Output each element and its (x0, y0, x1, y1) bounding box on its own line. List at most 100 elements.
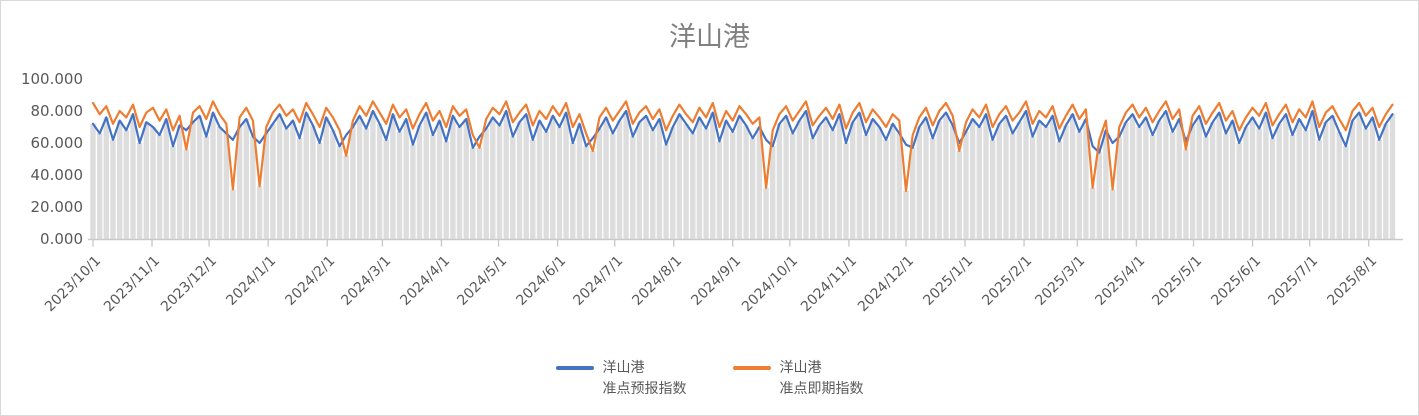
background-bar (1349, 120, 1356, 239)
background-bar (1336, 131, 1342, 239)
background-bar (256, 186, 263, 239)
background-bar (730, 131, 736, 239)
background-bar (903, 191, 909, 239)
background-bar (496, 125, 503, 239)
background-bar (976, 127, 982, 239)
background-bar (470, 147, 476, 239)
background-bar (1103, 130, 1109, 239)
background-bar (216, 127, 223, 239)
background-bar (483, 128, 489, 239)
background-bar (223, 133, 229, 239)
background-bar (1263, 112, 1269, 239)
legend-forecast-line1: 洋山港 (602, 360, 645, 377)
background-bar (1089, 187, 1096, 239)
background-bar (196, 115, 203, 239)
background-bar (450, 115, 456, 239)
background-bar (403, 119, 409, 239)
background-bar (236, 127, 243, 239)
background-bar (636, 122, 643, 239)
background-bar (623, 111, 629, 239)
background-bar (230, 189, 236, 239)
background-bar (143, 122, 149, 239)
background-bar (1056, 141, 1062, 239)
background-bar (130, 114, 136, 239)
y-axis-label: 40.000 (30, 166, 84, 184)
background-bar (630, 136, 636, 239)
background-bar (190, 122, 196, 239)
background-bar (1276, 123, 1282, 239)
background-bar (330, 130, 336, 239)
background-bar (1116, 136, 1122, 239)
background-bar (343, 155, 349, 239)
background-bar (283, 128, 289, 239)
background-bar (370, 111, 376, 239)
background-bar (1269, 138, 1276, 239)
background-bar (1389, 114, 1396, 239)
background-bar (943, 112, 949, 239)
background-bar (250, 136, 256, 239)
y-axis-label: 100.000 (20, 70, 83, 88)
forecast-index-line (91, 109, 1394, 154)
legend-item-spot: 洋山港 准点即期指数 (732, 358, 864, 399)
background-bar (436, 120, 443, 239)
background-bar (823, 117, 829, 239)
background-bar (910, 147, 916, 239)
background-bar (210, 112, 216, 239)
background-bar (743, 125, 749, 239)
background-bar (983, 114, 989, 239)
background-bar (676, 114, 683, 239)
background-bar (1356, 112, 1362, 239)
background-bar (1209, 122, 1216, 239)
background-bar (1343, 146, 1349, 239)
background-bar (1163, 111, 1169, 239)
background-bar (803, 111, 809, 239)
background-bar (1256, 128, 1262, 239)
background-bar (830, 130, 836, 239)
spot-index-line (91, 100, 1394, 193)
background-bar (123, 130, 129, 239)
background-bar (703, 128, 709, 239)
y-axis-label: 0.000 (40, 230, 83, 248)
background-bar (723, 120, 729, 239)
background-bar (1083, 119, 1089, 239)
background-bar (656, 119, 663, 239)
legend-item-forecast: 洋山港 准点预报指数 (555, 358, 687, 399)
legend-spot-line1: 洋山港 (779, 360, 822, 377)
background-bar (1189, 125, 1196, 239)
chart-title: 洋山港 (669, 22, 750, 53)
background-bar (376, 123, 383, 239)
background-bar (1043, 127, 1049, 239)
background-bar (956, 151, 962, 239)
background-bar (363, 128, 369, 239)
background-bar (410, 144, 416, 239)
background-bar (356, 115, 363, 239)
background-bar (870, 119, 876, 239)
background-bar (843, 143, 849, 239)
background-bar (290, 120, 296, 239)
background-bar (510, 136, 516, 239)
background-bar (396, 131, 403, 239)
background-bar (296, 138, 303, 239)
background-bar (776, 123, 783, 239)
background-bar (583, 146, 589, 239)
background-bar (610, 133, 616, 239)
background-bar (456, 127, 463, 239)
background-bar (1303, 130, 1309, 239)
background-bar (716, 141, 723, 239)
background-bar (243, 119, 249, 239)
x-axis-ticks (92, 239, 1370, 247)
background-bar (543, 131, 549, 239)
background-bar (1096, 152, 1102, 239)
background-bar (690, 133, 696, 239)
background-bar (1016, 122, 1022, 239)
background-bar (390, 114, 396, 239)
background-bar (810, 138, 816, 239)
background-bar (490, 117, 496, 239)
background-bar (97, 133, 103, 239)
background-bar (989, 139, 996, 239)
background-bar (1323, 122, 1329, 239)
background-bar (756, 127, 763, 239)
background-bars (90, 111, 1396, 239)
